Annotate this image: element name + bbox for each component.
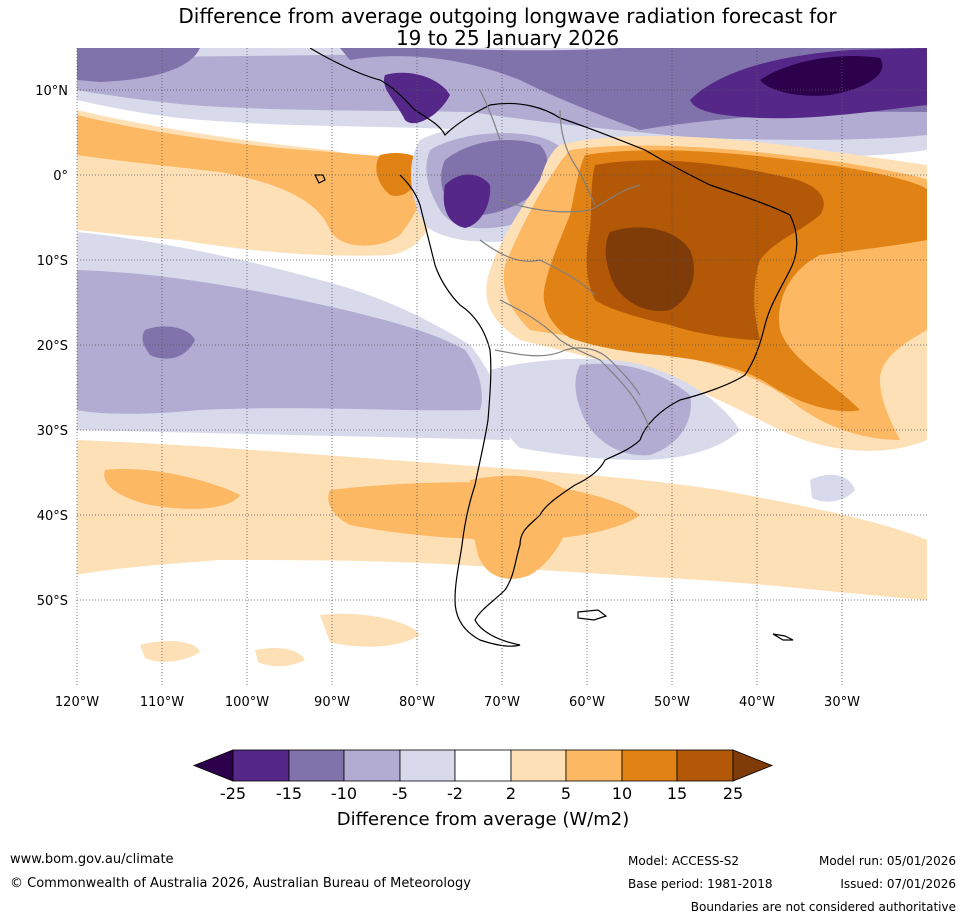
lon-label: 100°W <box>225 695 269 710</box>
colorbar-tick-label: 5 <box>561 784 571 803</box>
anomaly-region-pacific-strong <box>142 326 195 359</box>
lat-label: 0° <box>53 169 68 184</box>
colorbar-tick-label: -10 <box>331 784 357 803</box>
copyright-text: © Commonwealth of Australia 2026, Austra… <box>10 876 471 891</box>
latitude-labels: 10°N 0° 10°S 20°S 30°S 40°S 50°S <box>35 84 68 609</box>
colorbar-cell <box>510 749 567 782</box>
model-run-text: Model run: 05/01/2026 <box>818 854 956 868</box>
lat-label: 30°S <box>37 424 68 439</box>
issued-text: Issued: 07/01/2026 <box>840 877 956 891</box>
colorbar-cell <box>621 749 678 782</box>
anomaly-region-equatorial-moderate <box>77 115 424 246</box>
longitude-labels: 120°W 110°W 100°W 90°W 80°W 70°W 60°W 50… <box>55 695 860 710</box>
colorbar-cell <box>192 749 234 782</box>
anomaly-region-south-pacific-positive <box>320 613 420 647</box>
anomaly-region-argentina-moderate <box>468 475 575 579</box>
lat-label: 40°S <box>37 509 68 524</box>
anomaly-region-panama-very-strong <box>384 72 450 124</box>
anomaly-region-atlantic-south-negative <box>810 474 855 502</box>
lon-label: 120°W <box>55 695 99 710</box>
colorbar-ticks: -25 -15 -10 -5 -2 2 5 10 15 25 <box>220 784 743 803</box>
website-link[interactable]: www.bom.gov.au/climate <box>10 852 174 867</box>
colorbar-cell <box>454 749 512 782</box>
colorbar-tick-label: 25 <box>723 784 743 803</box>
colorbar-tick-label: -2 <box>447 784 463 803</box>
map-title-line-2: 19 to 25 January 2026 <box>395 26 620 50</box>
lat-label: 50°S <box>37 594 68 609</box>
lon-label: 110°W <box>140 695 184 710</box>
lon-label: 70°W <box>484 695 520 710</box>
colorbar-tick-label: 15 <box>667 784 687 803</box>
colorbar-tick-label: 10 <box>612 784 632 803</box>
base-period-text: Base period: 1981-2018 <box>628 877 773 891</box>
colorbar-cell <box>399 749 456 782</box>
lat-label: 20°S <box>37 339 68 354</box>
lon-label: 40°W <box>739 695 775 710</box>
colorbar-tick-label: -15 <box>276 784 302 803</box>
colorbar-tick-label: -25 <box>220 784 246 803</box>
disclaimer-text: Boundaries are not considered authoritat… <box>690 900 956 914</box>
south-georgia-coastline <box>772 633 794 641</box>
anomaly-region-south-moderate <box>104 469 240 509</box>
anomaly-region-andes-very-strong <box>443 174 491 228</box>
colorbar-cell <box>288 749 345 782</box>
model-text: Model: ACCESS-S2 <box>628 854 740 868</box>
anomaly-region-uruguay-moderate <box>575 363 691 456</box>
colorbar-label: Difference from average (W/m2) <box>337 809 629 830</box>
lon-label: 80°W <box>399 695 435 710</box>
colorbar-tick-label: 2 <box>506 784 516 803</box>
lon-label: 60°W <box>569 695 605 710</box>
lon-label: 50°W <box>654 695 690 710</box>
colorbar-cell <box>676 749 734 782</box>
colorbar-cell <box>565 749 623 782</box>
colorbar-tick-label: -5 <box>392 784 408 803</box>
anomaly-region-atlantic-extreme <box>760 56 883 96</box>
lat-label: 10°N <box>35 84 68 99</box>
graticule <box>76 48 927 685</box>
anomaly-region-brazil-extreme <box>605 227 694 311</box>
colorbar <box>192 749 774 782</box>
anomaly-region-south-pacific-positive-3 <box>140 640 200 662</box>
falklands-coastline <box>577 609 608 621</box>
map-title-line-1: Difference from average outgoing longwav… <box>178 4 837 28</box>
colorbar-cell <box>732 749 774 782</box>
lat-label: 10°S <box>37 254 68 269</box>
lon-label: 90°W <box>314 695 350 710</box>
anomaly-region-north-strong <box>77 48 200 82</box>
colorbar-cell <box>232 749 290 782</box>
colorbar-cell <box>343 749 401 782</box>
anomaly-region-south-pacific-positive-2 <box>255 648 305 667</box>
anomaly-region-pacific-moderate <box>77 270 482 414</box>
lon-label: 30°W <box>824 695 860 710</box>
anomaly-region-brazil-extreme-north <box>646 193 700 222</box>
